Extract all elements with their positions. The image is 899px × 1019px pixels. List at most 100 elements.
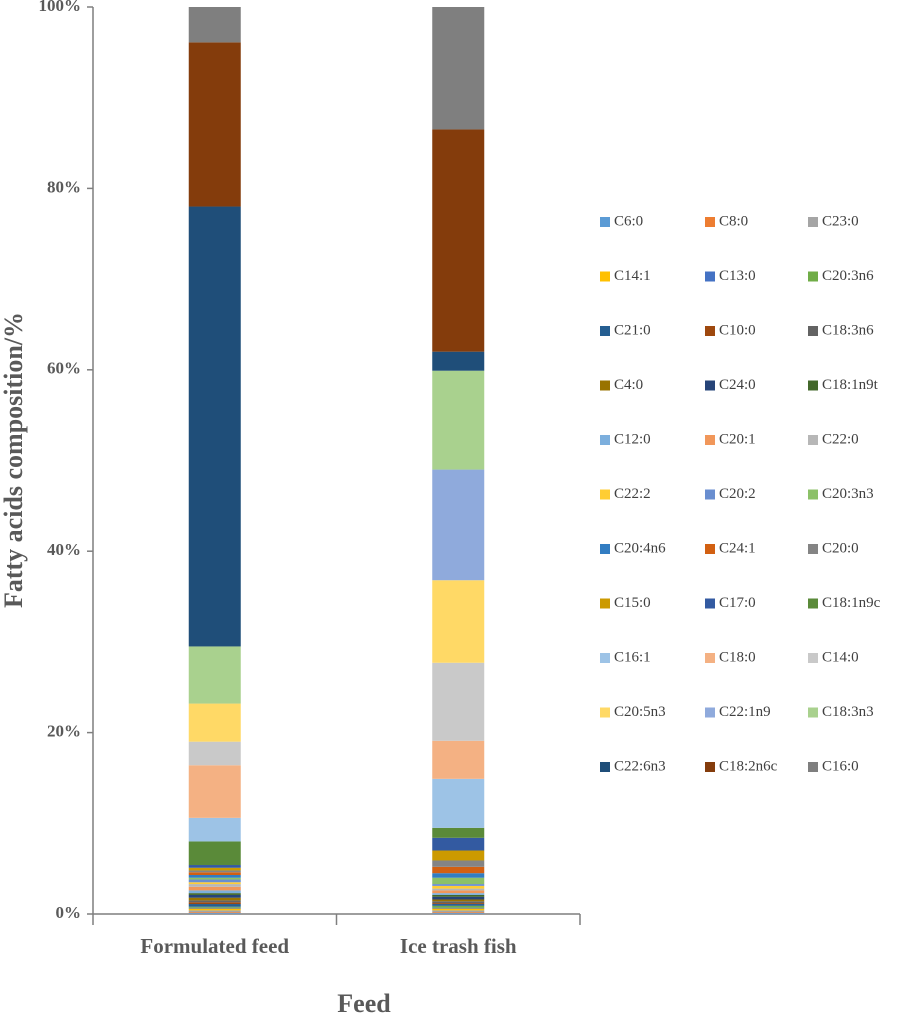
bar-segment	[188, 900, 241, 903]
bar-segment	[432, 899, 485, 902]
legend-label: C14:1	[614, 268, 651, 284]
bar-segment	[188, 865, 241, 868]
bar-segment	[432, 850, 485, 861]
bar-segment	[432, 580, 485, 663]
bar-segment	[188, 894, 241, 898]
bar-segment	[432, 7, 485, 130]
legend-swatch	[705, 326, 715, 336]
y-tick-label: 0%	[56, 903, 82, 922]
legend-swatch	[705, 544, 715, 554]
legend-swatch	[808, 380, 818, 391]
legend-label: C15:0	[614, 595, 651, 611]
legend-swatch	[705, 598, 715, 609]
legend-label: C6:0	[614, 213, 643, 229]
bar-segment	[432, 860, 485, 867]
legend-label: C22:6n3	[614, 758, 666, 774]
y-tick-label: 20%	[47, 722, 81, 741]
legend-label: C18:3n3	[822, 704, 874, 720]
bar-segment	[188, 867, 241, 871]
bar-segment	[188, 884, 241, 887]
bar-segment	[432, 370, 485, 470]
legend-swatch	[705, 380, 715, 391]
bar-segment	[432, 884, 485, 886]
legend-swatch	[705, 435, 715, 445]
bar-segment	[188, 912, 241, 914]
bar-segment	[432, 913, 485, 914]
bar-segment	[432, 908, 485, 911]
bar-segment	[432, 890, 485, 894]
bar-segment	[188, 902, 241, 905]
y-tick-label: 80%	[47, 177, 81, 196]
bar-segment	[188, 765, 241, 818]
legend-swatch	[705, 489, 715, 500]
legend-label: C24:1	[719, 540, 756, 556]
bar-segment	[188, 908, 241, 911]
legend-swatch	[600, 217, 610, 227]
legend-swatch	[808, 435, 818, 445]
bar-segment	[188, 870, 241, 873]
bar-segment	[188, 893, 241, 895]
legend-label: C8:0	[719, 213, 748, 229]
legend-label: C24:0	[719, 377, 756, 393]
bar-segment	[188, 910, 241, 913]
legend-label: C12:0	[614, 431, 651, 447]
legend-label: C20:3n3	[822, 486, 874, 502]
legend-swatch	[600, 707, 610, 718]
legend-swatch	[705, 271, 715, 282]
legend-label: C4:0	[614, 377, 643, 393]
legend-swatch	[808, 762, 818, 772]
y-tick-label: 40%	[47, 540, 81, 559]
legend-label: C10:0	[719, 322, 756, 338]
legend-swatch	[600, 326, 610, 336]
bar-segment	[432, 901, 485, 904]
legend-label: C13:0	[719, 268, 756, 284]
bar-segment	[188, 646, 241, 704]
legend-swatch	[808, 598, 818, 609]
bar-segment	[188, 906, 241, 908]
bar-segment	[188, 890, 241, 894]
bar-segment	[188, 913, 241, 914]
bar-segment	[432, 877, 485, 885]
legend-label: C23:0	[822, 213, 859, 229]
legend-label: C22:2	[614, 486, 651, 502]
legend-swatch	[808, 326, 818, 336]
bar-segment	[188, 206, 241, 647]
legend-swatch	[705, 217, 715, 227]
legend-label: C18:1n9t	[822, 377, 879, 393]
legend-swatch	[808, 653, 818, 663]
legend-label: C18:2n6c	[719, 758, 778, 774]
legend-swatch	[808, 489, 818, 500]
bar-segment	[432, 912, 485, 914]
bar-segment	[432, 662, 485, 741]
legend-label: C20:3n6	[822, 268, 874, 284]
bar-segment	[188, 841, 241, 866]
legend-swatch	[705, 762, 715, 772]
legend-label: C14:0	[822, 649, 859, 665]
legend-label: C21:0	[614, 322, 651, 338]
bar-segment	[188, 42, 241, 207]
x-axis-title: Feed	[337, 989, 391, 1018]
bar-segment	[432, 778, 485, 828]
bar-segment	[188, 897, 241, 901]
legend-label: C20:2	[719, 486, 756, 502]
legend-label: C20:0	[822, 540, 859, 556]
bar-segment	[188, 741, 241, 766]
legend-label: C20:4n6	[614, 540, 666, 556]
x-tick-label: Formulated feed	[140, 934, 289, 958]
bar-segment	[432, 885, 485, 889]
legend-swatch	[600, 271, 610, 282]
legend-label: C22:1n9	[719, 704, 771, 720]
bar-segment	[188, 7, 241, 43]
legend-label: C16:0	[822, 758, 859, 774]
bar-segment	[432, 351, 485, 371]
bar-segment	[432, 827, 485, 838]
bar-segment	[188, 886, 241, 891]
bar-segment	[432, 903, 485, 905]
legend-swatch	[600, 435, 610, 445]
y-axis-title: Fatty acids composition/%	[0, 312, 28, 608]
y-tick-label: 100%	[39, 0, 82, 15]
y-tick-label: 60%	[47, 359, 81, 378]
bar-segment	[432, 907, 485, 909]
bar-segment	[432, 904, 485, 906]
